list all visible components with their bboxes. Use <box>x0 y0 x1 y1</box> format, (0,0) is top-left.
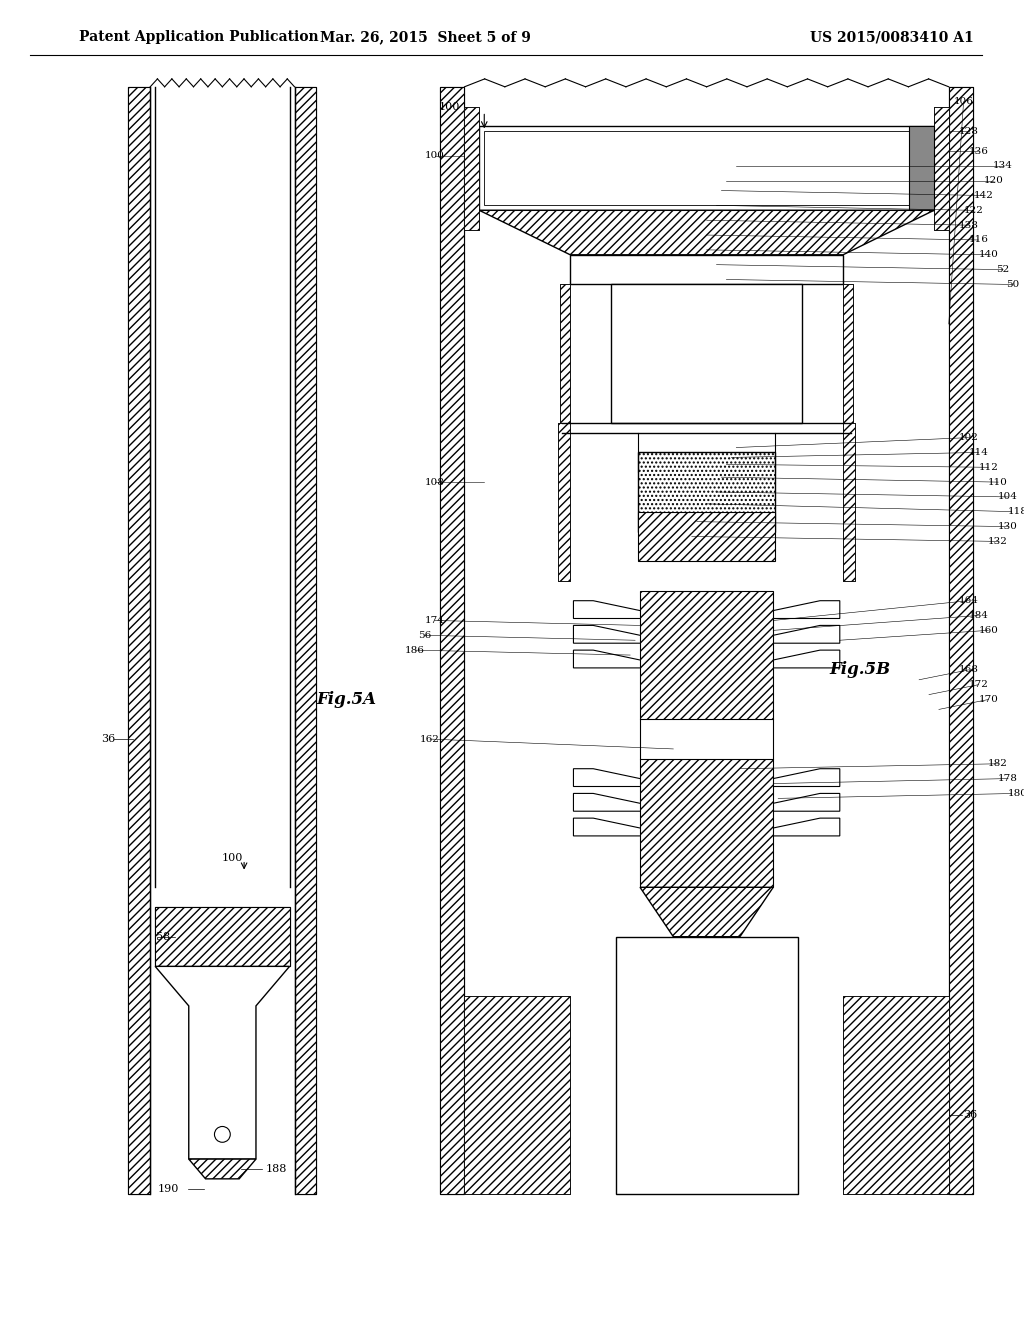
Polygon shape <box>573 768 840 787</box>
Text: 128: 128 <box>958 127 979 136</box>
Text: 112: 112 <box>978 463 998 471</box>
Bar <box>843 422 855 581</box>
Bar <box>560 284 570 422</box>
Text: 58: 58 <box>156 932 170 941</box>
Text: 132: 132 <box>988 537 1008 546</box>
Bar <box>640 591 773 719</box>
Text: 170: 170 <box>978 696 998 704</box>
Text: 122: 122 <box>964 206 983 215</box>
Text: 52: 52 <box>996 265 1010 275</box>
Polygon shape <box>188 1159 256 1179</box>
Text: 168: 168 <box>958 665 979 675</box>
Text: 138: 138 <box>958 220 979 230</box>
Text: 120: 120 <box>983 176 1004 185</box>
Text: 106: 106 <box>953 98 974 106</box>
Bar <box>949 87 974 1193</box>
Bar <box>640 759 773 887</box>
Text: 102: 102 <box>958 433 979 442</box>
Text: 116: 116 <box>969 235 988 244</box>
Text: 100: 100 <box>221 853 243 863</box>
Bar <box>615 937 798 1193</box>
Text: 136: 136 <box>969 147 988 156</box>
Text: 130: 130 <box>998 523 1018 531</box>
Text: 142: 142 <box>974 191 993 201</box>
Bar <box>156 907 290 966</box>
Text: 190: 190 <box>158 1184 179 1193</box>
Text: 36: 36 <box>964 1110 978 1119</box>
Text: 184: 184 <box>969 611 988 620</box>
Bar <box>843 422 855 581</box>
Bar <box>439 87 465 1193</box>
Text: 188: 188 <box>266 1164 288 1173</box>
Bar <box>439 87 465 1193</box>
Bar <box>295 87 316 1193</box>
Bar <box>949 87 974 1193</box>
Text: 172: 172 <box>969 680 988 689</box>
Bar <box>638 453 775 532</box>
Text: 134: 134 <box>993 161 1013 170</box>
Bar <box>909 127 934 210</box>
Bar <box>295 87 316 1193</box>
Text: 50: 50 <box>1007 280 1020 289</box>
Text: 104: 104 <box>998 492 1018 502</box>
Text: Patent Application Publication: Patent Application Publication <box>79 30 318 45</box>
Text: Fig.5A: Fig.5A <box>315 692 376 708</box>
Bar <box>128 87 151 1193</box>
Bar <box>934 107 949 230</box>
Text: 174: 174 <box>425 616 444 624</box>
Bar <box>560 284 570 422</box>
Bar <box>128 87 151 1193</box>
Bar <box>558 422 570 581</box>
Text: 178: 178 <box>998 774 1018 783</box>
Bar <box>465 997 570 1193</box>
Bar <box>611 284 802 422</box>
Bar <box>465 107 479 230</box>
Polygon shape <box>573 793 840 812</box>
Polygon shape <box>573 818 840 836</box>
Text: 118: 118 <box>1008 507 1024 516</box>
Bar <box>843 997 949 1193</box>
Text: US 2015/0083410 A1: US 2015/0083410 A1 <box>810 30 974 45</box>
Bar <box>465 107 479 230</box>
Text: 100: 100 <box>439 102 461 112</box>
Text: 114: 114 <box>969 447 988 457</box>
Text: 182: 182 <box>988 759 1008 768</box>
Text: 180: 180 <box>1008 789 1024 797</box>
Bar <box>484 131 929 206</box>
Polygon shape <box>640 887 773 937</box>
Text: 110: 110 <box>988 478 1008 487</box>
Bar <box>934 107 949 230</box>
Bar <box>843 284 853 422</box>
Bar <box>638 512 775 561</box>
Text: 100: 100 <box>425 152 444 161</box>
Text: 36: 36 <box>101 734 116 744</box>
Polygon shape <box>573 601 840 619</box>
Text: 108: 108 <box>425 478 444 487</box>
Bar <box>465 997 570 1193</box>
Text: 56: 56 <box>419 631 431 640</box>
Text: Mar. 26, 2015  Sheet 5 of 9: Mar. 26, 2015 Sheet 5 of 9 <box>319 30 530 45</box>
Bar <box>479 127 934 210</box>
Bar <box>156 907 290 966</box>
Text: 162: 162 <box>420 734 440 743</box>
Bar <box>558 422 570 581</box>
Bar <box>570 255 843 284</box>
Polygon shape <box>156 966 290 1159</box>
Text: 186: 186 <box>406 645 425 655</box>
Polygon shape <box>573 626 840 643</box>
Polygon shape <box>479 210 934 255</box>
Bar <box>843 284 853 422</box>
Polygon shape <box>573 651 840 668</box>
Text: 140: 140 <box>978 251 998 259</box>
Bar <box>843 997 949 1193</box>
Text: 160: 160 <box>978 626 998 635</box>
Text: Fig.5B: Fig.5B <box>829 661 891 678</box>
Text: 164: 164 <box>958 597 979 605</box>
